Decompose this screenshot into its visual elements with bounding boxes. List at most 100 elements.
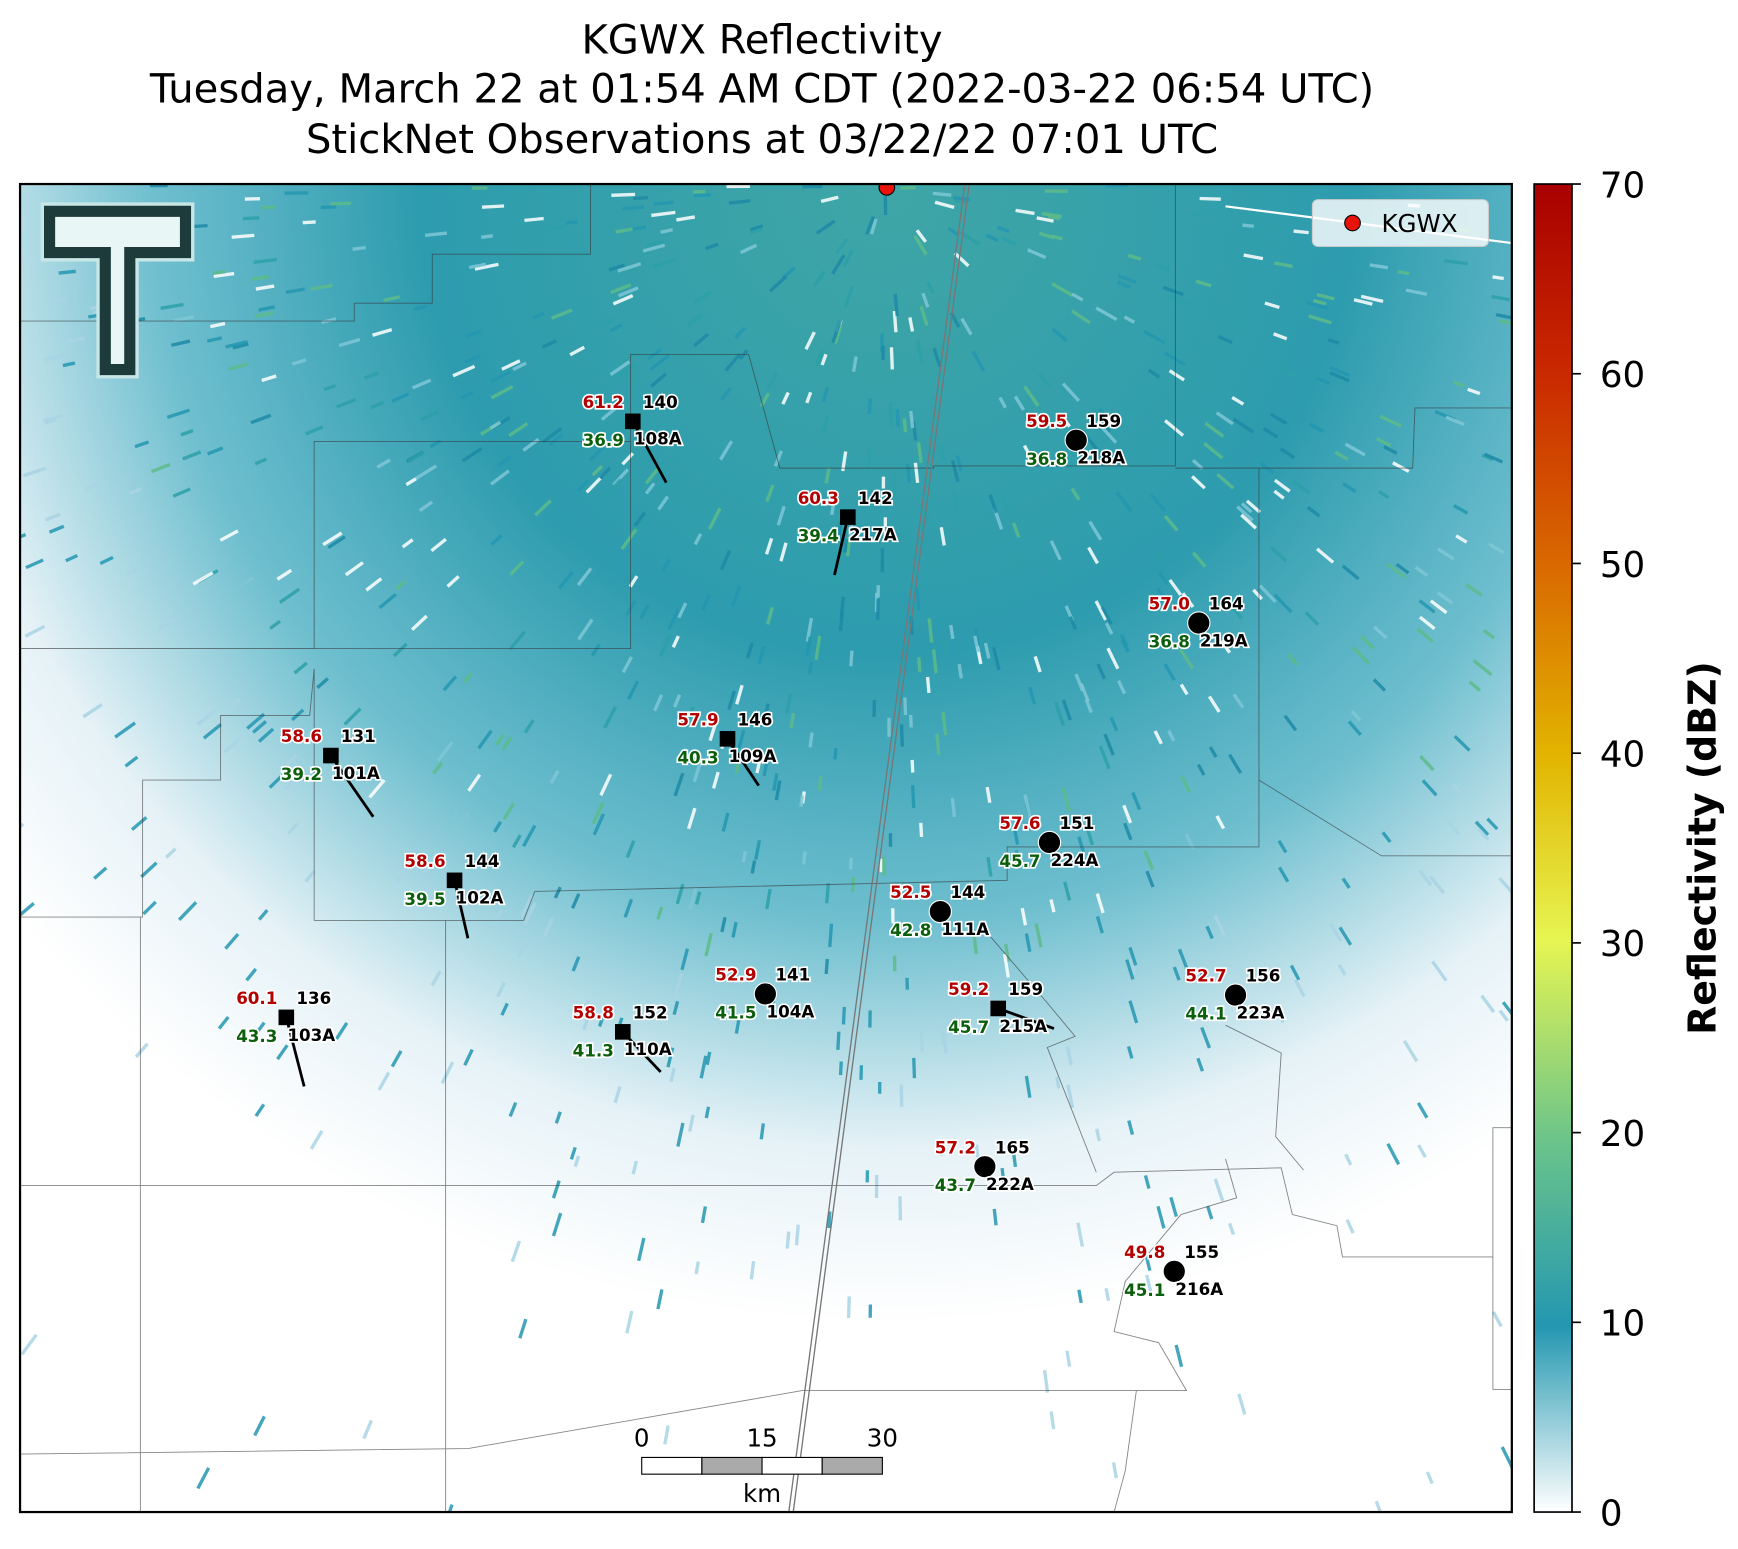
radar-echo <box>865 1170 870 1183</box>
radar-echo <box>821 414 830 435</box>
colorbar: Reflectivity (dBZ) 0 10 20 30 40 50 60 70 <box>1533 165 1725 1534</box>
radar-echo <box>864 216 876 236</box>
radar-echo <box>1274 261 1293 269</box>
radar-echo <box>625 1310 634 1334</box>
radar-echo <box>836 1031 841 1050</box>
radar-echo <box>352 245 366 251</box>
radar-echo <box>1106 647 1120 670</box>
radar-echo <box>841 1006 847 1025</box>
wind-barb <box>329 754 375 818</box>
radar-echo <box>1337 963 1347 976</box>
radar-echo <box>600 404 620 421</box>
radar-echo <box>542 917 554 937</box>
radar-echo <box>1293 229 1309 235</box>
radar-echo <box>1074 673 1085 692</box>
radar-echo <box>699 1055 708 1079</box>
radar-echo <box>693 533 703 546</box>
radar-echo <box>1192 212 1205 217</box>
radar-echo <box>541 426 563 444</box>
radar-echo <box>1256 240 1268 246</box>
radar-echo <box>842 249 855 268</box>
radar-echo <box>1342 482 1357 494</box>
radar-echo <box>617 262 642 273</box>
radar-echo <box>1027 248 1047 260</box>
radar-echo <box>911 785 916 809</box>
radar-echo <box>705 242 719 251</box>
radar-echo <box>407 450 425 463</box>
radar-echo <box>344 561 364 577</box>
radar-echo <box>845 537 852 557</box>
radar-echo <box>1273 478 1291 493</box>
radar-echo <box>868 1010 872 1028</box>
radar-echo <box>1111 1462 1118 1479</box>
radar-echo <box>919 1032 924 1052</box>
radar-echo <box>1061 699 1072 721</box>
radar-echo <box>821 387 830 403</box>
radar-echo <box>576 567 593 587</box>
radar-echo <box>661 558 671 572</box>
dewpoint: 43.7 <box>935 1175 976 1195</box>
radar-echo <box>330 201 351 206</box>
radar-echo <box>1199 196 1221 201</box>
radar-echo <box>597 1005 609 1027</box>
radar-echo <box>255 284 275 291</box>
radar-echo <box>621 656 633 674</box>
radar-echo <box>490 385 514 400</box>
radar-echo <box>831 319 843 344</box>
radar-echo <box>1286 653 1299 667</box>
radar-echo <box>1289 964 1301 981</box>
radar-echo <box>892 310 898 333</box>
dewpoint: 39.4 <box>798 526 839 546</box>
radar-echo <box>1077 1289 1083 1304</box>
radar-echo <box>1041 211 1063 219</box>
radar-echo <box>1383 445 1398 455</box>
station-marker <box>625 413 641 430</box>
radar-echo <box>1455 534 1468 544</box>
radar-echo <box>1359 635 1375 650</box>
radar-echo <box>490 469 510 486</box>
station-id: 217A <box>849 525 897 545</box>
radar-echo <box>935 733 941 756</box>
radar-echo <box>1306 301 1328 310</box>
dewpoint: 41.5 <box>715 1002 756 1022</box>
radar-echo <box>1360 294 1384 303</box>
radar-echo <box>749 227 763 235</box>
radar-echo <box>899 1084 904 1107</box>
radar-echo <box>1414 565 1429 577</box>
radar-echo <box>549 769 560 785</box>
radar-echo <box>693 290 713 304</box>
radar-echo <box>1341 877 1351 889</box>
radar-echo <box>496 981 506 998</box>
radar-echo <box>711 771 720 789</box>
radar-echo <box>835 237 849 255</box>
radar-echo <box>603 478 622 499</box>
radar-echo <box>1306 506 1321 518</box>
station-value: 159 <box>1008 979 1043 999</box>
radar-echo <box>676 1122 685 1147</box>
radar-echo <box>1003 953 1010 978</box>
radar-echo <box>246 712 266 730</box>
radar-echo <box>1207 695 1221 713</box>
station-marker <box>1037 830 1062 855</box>
radar-echo <box>170 339 191 347</box>
temperature: 59.2 <box>948 979 989 999</box>
radar-echo <box>915 339 925 364</box>
border <box>20 1127 1512 1258</box>
radar-echo <box>1436 591 1454 605</box>
radar-echo <box>1126 1045 1134 1059</box>
temperature: 58.6 <box>404 851 445 871</box>
radar-echo <box>1378 490 1390 500</box>
radar-echo <box>1327 337 1340 345</box>
radar-echo <box>228 362 249 371</box>
radar-echo <box>553 886 562 899</box>
wind-barb <box>997 1007 1055 1030</box>
radar-echo <box>1000 492 1012 516</box>
station-value: 141 <box>775 965 810 985</box>
radar-echo <box>165 847 177 859</box>
radar-echo <box>1329 371 1350 383</box>
radar-echo <box>1313 299 1327 306</box>
radar-echo <box>576 479 590 493</box>
radar-echo <box>988 494 998 514</box>
radar-echo <box>916 442 923 464</box>
radar-echo <box>471 186 488 190</box>
